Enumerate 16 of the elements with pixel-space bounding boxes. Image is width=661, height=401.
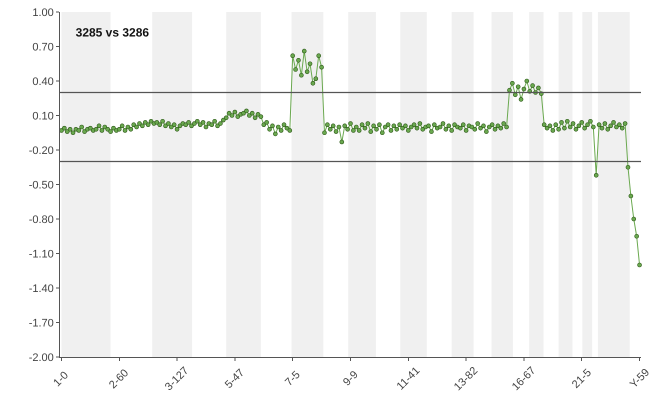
- text: 3285 vs 3286: [76, 25, 150, 40]
- y-tick-label: -0.20: [28, 144, 54, 157]
- y-tick-label: -1.10: [28, 248, 54, 260]
- y-tick-label: -1.40: [28, 282, 54, 295]
- x-tick-label: 7-5: [283, 368, 303, 389]
- y-tick-label: -1.70: [28, 317, 54, 330]
- y-tick-label: 1.00: [32, 6, 54, 19]
- x-tick-label: Y-59: [628, 366, 652, 391]
- y-tick-label: 0.70: [32, 41, 54, 54]
- x-tick-label: 9-9: [340, 368, 361, 389]
- y-tick-label: 0.10: [32, 110, 54, 122]
- y-tick-label: -2.00: [28, 352, 54, 364]
- y-tick-label: 0.40: [32, 76, 54, 88]
- y-tick-label: -0.80: [28, 214, 54, 226]
- x-tick-label: 1-0: [51, 369, 71, 390]
- y-tick-label: -0.50: [28, 179, 54, 192]
